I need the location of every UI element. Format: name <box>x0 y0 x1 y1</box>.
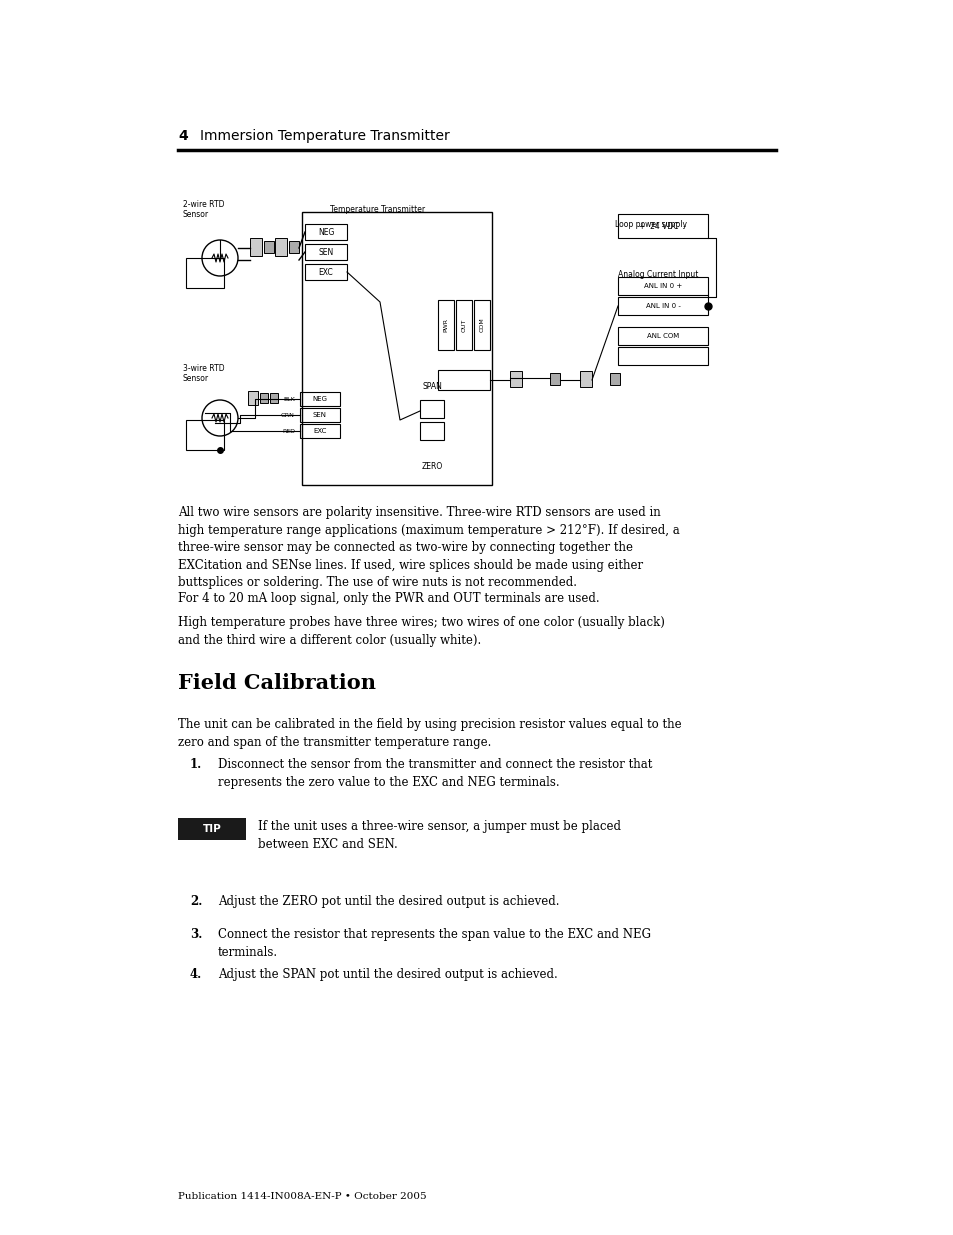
Text: Analog Current Input: Analog Current Input <box>618 270 698 279</box>
Bar <box>609 373 619 385</box>
Text: EXC: EXC <box>318 268 333 277</box>
Text: EXC: EXC <box>313 429 326 433</box>
Bar <box>474 300 490 350</box>
Text: Publication 1414-IN008A-EN-P • October 2005: Publication 1414-IN008A-EN-P • October 2… <box>178 1192 426 1200</box>
Text: Sensor: Sensor <box>183 210 209 219</box>
Text: SPAN: SPAN <box>421 382 441 391</box>
Bar <box>274 238 287 256</box>
Text: High temperature probes have three wires; two wires of one color (usually black): High temperature probes have three wires… <box>178 616 664 646</box>
Bar <box>437 370 490 390</box>
Bar <box>248 391 257 405</box>
Text: Adjust the ZERO pot until the desired output is achieved.: Adjust the ZERO pot until the desired ou… <box>218 895 558 908</box>
Text: Disconnect the sensor from the transmitter and connect the resistor that
represe: Disconnect the sensor from the transmitt… <box>218 758 652 788</box>
Bar <box>302 212 492 485</box>
Bar <box>186 420 224 450</box>
Text: 4: 4 <box>178 128 188 143</box>
Text: Field Calibration: Field Calibration <box>178 673 375 693</box>
Text: ZERO: ZERO <box>421 462 442 471</box>
Text: SEN: SEN <box>313 412 327 417</box>
Text: If the unit uses a three-wire sensor, a jumper must be placed
between EXC and SE: If the unit uses a three-wire sensor, a … <box>257 820 620 851</box>
Text: BLK: BLK <box>283 396 294 401</box>
Bar <box>264 241 274 253</box>
Bar <box>419 400 443 417</box>
Text: +  24 VDC  -: + 24 VDC - <box>639 221 686 231</box>
Text: For 4 to 20 mA loop signal, only the PWR and OUT terminals are used.: For 4 to 20 mA loop signal, only the PWR… <box>178 592 599 605</box>
Text: Temperature Transmitter: Temperature Transmitter <box>330 205 425 214</box>
Text: RED: RED <box>282 429 294 433</box>
Bar <box>299 391 339 406</box>
Text: ANL IN 0 +: ANL IN 0 + <box>643 283 681 289</box>
Bar <box>437 300 454 350</box>
Bar <box>618 347 707 366</box>
Text: ANL COM: ANL COM <box>646 333 679 338</box>
Text: COM: COM <box>479 317 484 332</box>
Text: PWR: PWR <box>443 317 448 332</box>
Bar <box>305 264 347 280</box>
Text: 2-wire RTD: 2-wire RTD <box>183 200 224 209</box>
Text: The unit can be calibrated in the field by using precision resistor values equal: The unit can be calibrated in the field … <box>178 718 680 748</box>
Text: ANL IN 0 -: ANL IN 0 - <box>645 303 679 309</box>
Bar <box>618 327 707 345</box>
Text: NEG: NEG <box>313 396 327 403</box>
Bar <box>260 393 268 403</box>
Bar <box>299 408 339 422</box>
Bar <box>419 422 443 440</box>
Text: SEN: SEN <box>318 247 334 257</box>
Text: Connect the resistor that represents the span value to the EXC and NEG
terminals: Connect the resistor that represents the… <box>218 927 650 958</box>
Bar <box>305 245 347 261</box>
Bar <box>618 296 707 315</box>
Bar <box>250 238 262 256</box>
Text: TIP: TIP <box>202 824 221 834</box>
Bar <box>618 214 707 238</box>
Text: 3.: 3. <box>190 927 202 941</box>
Bar <box>550 373 559 385</box>
Text: 1.: 1. <box>190 758 202 771</box>
Bar <box>305 224 347 240</box>
Text: 4.: 4. <box>190 968 202 981</box>
Text: Sensor: Sensor <box>183 374 209 383</box>
Text: Loop power supply: Loop power supply <box>615 220 686 228</box>
Bar <box>299 424 339 438</box>
Text: All two wire sensors are polarity insensitive. Three-wire RTD sensors are used i: All two wire sensors are polarity insens… <box>178 506 679 589</box>
Text: 2.: 2. <box>190 895 202 908</box>
Bar <box>579 370 592 387</box>
Bar <box>186 258 224 288</box>
Bar <box>618 277 707 295</box>
Bar <box>289 241 298 253</box>
Text: OUT: OUT <box>461 319 466 332</box>
Text: Adjust the SPAN pot until the desired output is achieved.: Adjust the SPAN pot until the desired ou… <box>218 968 558 981</box>
Text: GRN: GRN <box>281 412 294 417</box>
Bar <box>510 370 521 387</box>
Bar <box>178 818 246 840</box>
Text: NEG: NEG <box>317 227 334 236</box>
Text: 3-wire RTD: 3-wire RTD <box>183 364 224 373</box>
Bar <box>270 393 277 403</box>
Bar <box>456 300 472 350</box>
Text: Immersion Temperature Transmitter: Immersion Temperature Transmitter <box>200 128 449 143</box>
